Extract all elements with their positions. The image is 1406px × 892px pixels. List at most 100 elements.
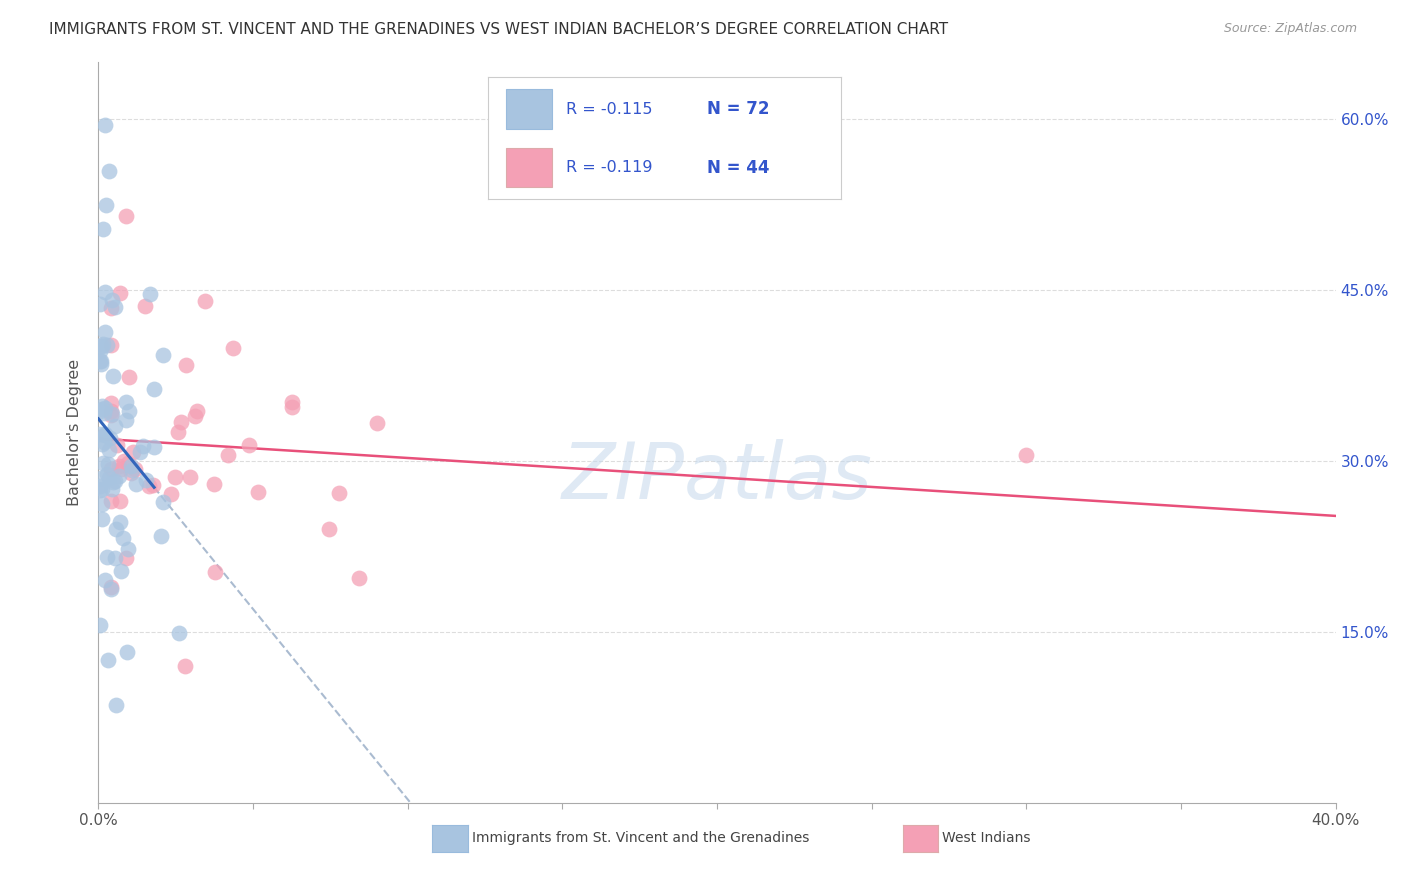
Point — [174, 659, 197, 673]
Point — [91, 456, 114, 470]
Point — [100, 582, 122, 597]
Point — [98, 431, 121, 445]
Point — [108, 286, 131, 301]
Point — [101, 475, 124, 490]
Point — [96, 467, 118, 481]
Point — [143, 382, 166, 396]
Point — [94, 574, 117, 588]
Point — [94, 427, 117, 442]
Point — [100, 580, 122, 594]
Point — [108, 458, 131, 473]
Point — [186, 404, 208, 418]
Point — [94, 285, 117, 299]
Point — [100, 396, 122, 410]
Point — [328, 486, 350, 500]
Point — [129, 445, 152, 459]
Point — [202, 477, 225, 491]
Point — [100, 494, 122, 508]
Point — [115, 645, 138, 659]
Text: Immigrants from St. Vincent and the Grenadines: Immigrants from St. Vincent and the Gren… — [472, 831, 810, 846]
Point — [165, 469, 187, 483]
Point — [94, 198, 117, 212]
Y-axis label: Bachelor's Degree: Bachelor's Degree — [67, 359, 83, 506]
Point — [1015, 449, 1038, 463]
Point — [91, 222, 114, 236]
Point — [280, 395, 302, 409]
Point — [149, 529, 172, 543]
Point — [115, 412, 138, 426]
Point — [100, 301, 122, 315]
Point — [176, 358, 198, 372]
Point — [114, 550, 136, 565]
Point — [101, 369, 124, 384]
Point — [104, 551, 127, 566]
Point — [142, 440, 165, 454]
Point — [142, 478, 165, 492]
Text: West Indians: West Indians — [942, 831, 1031, 846]
Point — [115, 209, 138, 223]
Point — [91, 399, 114, 413]
Point — [96, 457, 118, 471]
Point — [204, 565, 226, 579]
Point — [132, 439, 155, 453]
Point — [94, 426, 117, 441]
Point — [349, 571, 371, 585]
Point — [111, 531, 134, 545]
Point — [91, 512, 114, 526]
Point — [117, 456, 139, 470]
Point — [89, 353, 111, 368]
Point — [90, 339, 112, 353]
Point — [120, 458, 142, 473]
Point — [104, 301, 127, 315]
Point — [110, 462, 132, 476]
Point — [101, 407, 124, 421]
Point — [222, 341, 245, 355]
Text: IMMIGRANTS FROM ST. VINCENT AND THE GRENADINES VS WEST INDIAN BACHELOR’S DEGREE : IMMIGRANTS FROM ST. VINCENT AND THE GREN… — [49, 22, 948, 37]
Point — [89, 296, 111, 310]
Point — [98, 163, 121, 178]
Point — [104, 698, 127, 712]
Point — [152, 494, 174, 508]
Point — [135, 474, 157, 488]
Point — [120, 467, 142, 481]
Point — [90, 357, 112, 371]
Point — [104, 522, 127, 536]
Point — [97, 442, 120, 457]
Point — [97, 653, 120, 667]
Point — [96, 550, 118, 565]
Text: Source: ZipAtlas.com: Source: ZipAtlas.com — [1223, 22, 1357, 36]
Point — [89, 479, 111, 493]
Point — [90, 483, 112, 497]
Point — [100, 409, 122, 423]
Point — [238, 438, 260, 452]
Point — [247, 485, 270, 500]
Point — [100, 337, 122, 351]
Point — [90, 401, 112, 416]
Point — [90, 353, 112, 368]
Point — [118, 370, 141, 384]
Point — [318, 522, 340, 536]
Point — [93, 325, 115, 339]
Point — [139, 287, 162, 301]
Point — [94, 401, 117, 416]
Point — [152, 348, 174, 362]
Point — [125, 476, 148, 491]
Point — [121, 463, 143, 477]
Point — [124, 462, 146, 476]
Point — [166, 425, 188, 440]
Point — [101, 482, 124, 496]
Point — [134, 300, 156, 314]
Point — [160, 487, 183, 501]
Point — [89, 343, 111, 358]
Point — [118, 404, 141, 418]
Text: ZIPatlas: ZIPatlas — [561, 439, 873, 515]
Point — [121, 445, 143, 459]
Point — [98, 471, 121, 485]
Point — [100, 404, 122, 418]
Point — [110, 564, 132, 578]
Point — [115, 394, 138, 409]
Point — [138, 478, 160, 492]
Point — [217, 449, 239, 463]
Point — [110, 494, 132, 508]
Point — [89, 426, 111, 441]
